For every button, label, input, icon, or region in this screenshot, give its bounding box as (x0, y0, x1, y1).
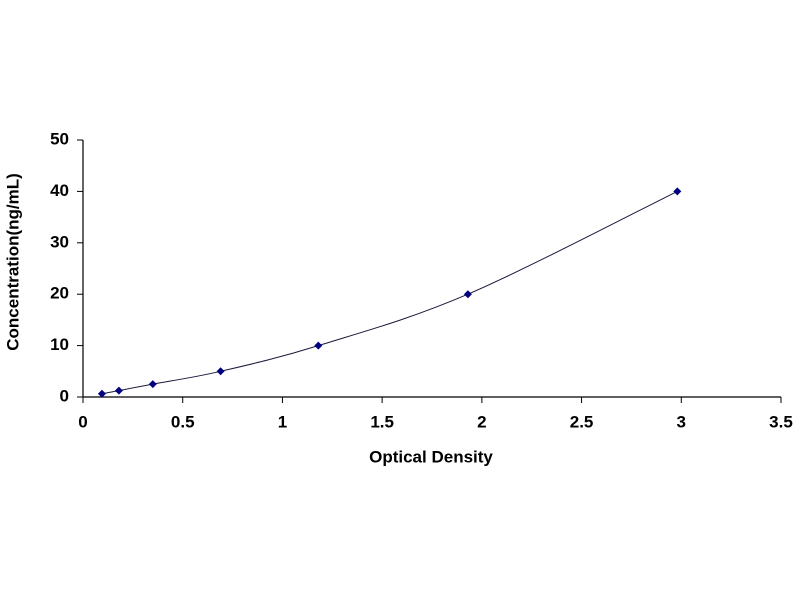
point (97, 389, 106, 398)
x-tick-label: 3 (677, 412, 686, 431)
y-tick-label: 30 (50, 232, 69, 251)
x-tick-label: 3.5 (769, 412, 793, 431)
curve (101, 190, 678, 395)
point (673, 187, 682, 196)
point (463, 290, 472, 299)
x-tick-label: 2 (477, 412, 486, 431)
point (114, 386, 123, 395)
x-axis-label: Optical Density (369, 447, 493, 466)
y-axis-label: Concentration(ng/mL) (3, 173, 22, 351)
y-tick-label: 50 (50, 129, 69, 148)
x-tick-label: 2.5 (570, 412, 594, 431)
y-tick-label: 40 (50, 181, 69, 200)
x-tick-label: 1.5 (370, 412, 394, 431)
point (216, 367, 225, 376)
point (314, 341, 323, 350)
x-tick-label: 1 (278, 412, 287, 431)
y-tick-label: 0 (60, 386, 69, 405)
y-tick-label: 10 (50, 335, 69, 354)
x-tick-label: 0.5 (171, 412, 195, 431)
point (148, 380, 157, 389)
x-tick-label: 0 (78, 412, 87, 431)
y-tick-label: 20 (50, 284, 69, 303)
